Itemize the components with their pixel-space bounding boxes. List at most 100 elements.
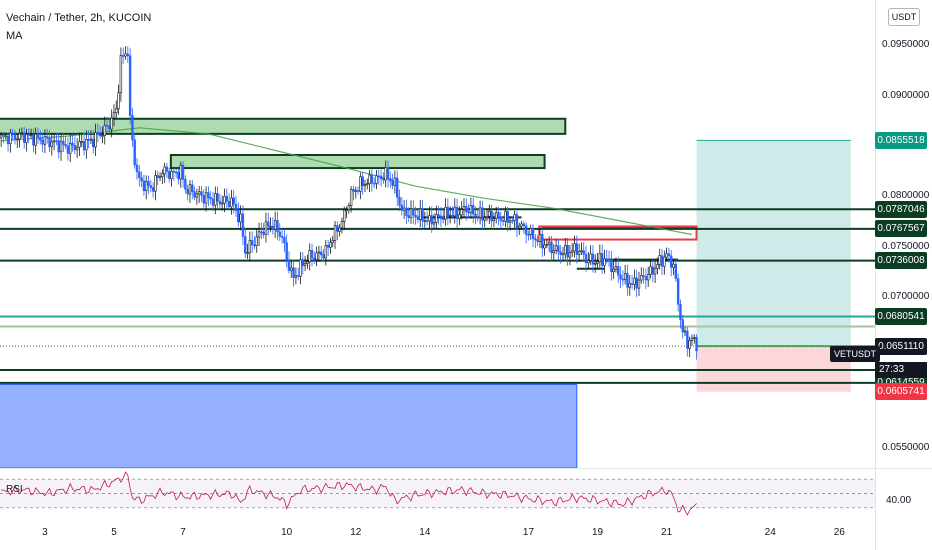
horizontal-lines-layer: [0, 208, 875, 384]
candle-body: [389, 178, 392, 182]
candle-body: [36, 133, 40, 138]
position-target-zone: [696, 140, 851, 347]
symbol-legend[interactable]: Vechain / Tether, 2h, KUCOIN: [6, 12, 152, 24]
price-tick-label: 0.0950000: [882, 39, 930, 51]
candle-body: [140, 177, 143, 182]
rsi-indicator-legend[interactable]: RSI: [6, 484, 23, 495]
candle-body: [227, 201, 231, 208]
candle-body: [432, 222, 436, 225]
candle-body: [409, 208, 413, 218]
candle-body: [191, 184, 194, 193]
candle-body: [676, 278, 680, 305]
candle-body: [234, 204, 238, 212]
candle-body: [253, 244, 256, 247]
candle-body: [656, 264, 659, 269]
candle-body: [575, 243, 579, 255]
candle-body: [686, 330, 689, 349]
candle-body: [267, 221, 270, 227]
candle-body: [446, 206, 450, 217]
ma-indicator-legend[interactable]: MA: [6, 30, 23, 42]
candle-body: [96, 132, 100, 136]
candle-body: [98, 134, 102, 137]
candle-body: [85, 139, 88, 151]
candle-body: [237, 210, 240, 223]
moving-average-layer: [1, 127, 693, 236]
candle-body: [688, 340, 691, 349]
candle-body: [244, 236, 247, 254]
position-stop-zone: [696, 346, 851, 392]
candle-body: [317, 251, 321, 254]
candle-body: [333, 225, 337, 241]
candle-body: [619, 274, 622, 280]
candle-body: [59, 140, 63, 153]
candle-body: [384, 167, 387, 181]
candle-body: [204, 192, 208, 204]
candle-body: [598, 253, 602, 263]
candle-body: [142, 180, 146, 192]
candle-body: [158, 176, 162, 179]
candle-body: [584, 254, 588, 264]
candle-body: [571, 250, 574, 253]
candle-body: [518, 225, 521, 229]
candle-body: [368, 174, 371, 184]
candle-body: [623, 273, 627, 280]
candle-body: [481, 207, 484, 221]
candle-body: [78, 141, 81, 148]
time-tick-label: 19: [591, 527, 604, 538]
candle-body: [283, 237, 286, 244]
candle-body: [582, 250, 585, 255]
candle-body: [52, 140, 56, 143]
candle-body: [591, 253, 595, 265]
candle-body: [370, 174, 374, 184]
candle-body: [101, 135, 104, 137]
candle-body: [490, 210, 493, 222]
candle-body: [515, 214, 519, 229]
candle-body: [62, 140, 65, 145]
candle-body: [637, 279, 641, 289]
candle-body: [135, 164, 139, 173]
long-position-tool[interactable]: [696, 139, 875, 392]
candle-body: [2, 134, 5, 137]
candle-body: [474, 213, 477, 217]
candle-body: [313, 257, 316, 260]
candle-body: [651, 266, 654, 275]
candle-body: [439, 215, 443, 220]
candle-body: [22, 132, 26, 143]
candle-body: [621, 278, 625, 281]
candle-body: [221, 202, 224, 205]
candle-body: [174, 171, 178, 174]
candle-body: [501, 220, 505, 222]
candle-body: [115, 108, 118, 114]
candle-body: [271, 225, 275, 230]
candle-body: [287, 259, 291, 271]
candle-body: [492, 218, 496, 222]
candle-body: [188, 184, 192, 195]
candle-body: [695, 337, 698, 352]
candle-body: [338, 227, 341, 232]
candle-body: [428, 215, 431, 222]
candle-body: [232, 197, 235, 205]
candle-body: [184, 179, 187, 190]
candle-body: [594, 262, 597, 265]
candle-body: [119, 55, 123, 94]
zones-layer: [0, 117, 698, 469]
candle-body: [276, 220, 279, 233]
candle-body: [18, 133, 21, 140]
price-axis-label: 0.0651110: [875, 337, 927, 355]
candle-body: [529, 228, 532, 235]
candle-body: [354, 190, 357, 192]
candle-body: [557, 245, 560, 253]
candle-body: [382, 178, 385, 181]
candle-body: [649, 266, 652, 275]
candle-body: [693, 337, 696, 339]
candle-body: [211, 198, 215, 206]
candle-body: [296, 275, 300, 277]
price-axis-label: 0.0605741: [875, 383, 927, 401]
candle-body: [372, 182, 376, 185]
candle-body: [71, 142, 74, 146]
candle-body: [672, 263, 675, 268]
currency-badge[interactable]: USDT: [888, 8, 920, 26]
candles-layer: [0, 46, 698, 360]
candle-body: [531, 228, 535, 239]
